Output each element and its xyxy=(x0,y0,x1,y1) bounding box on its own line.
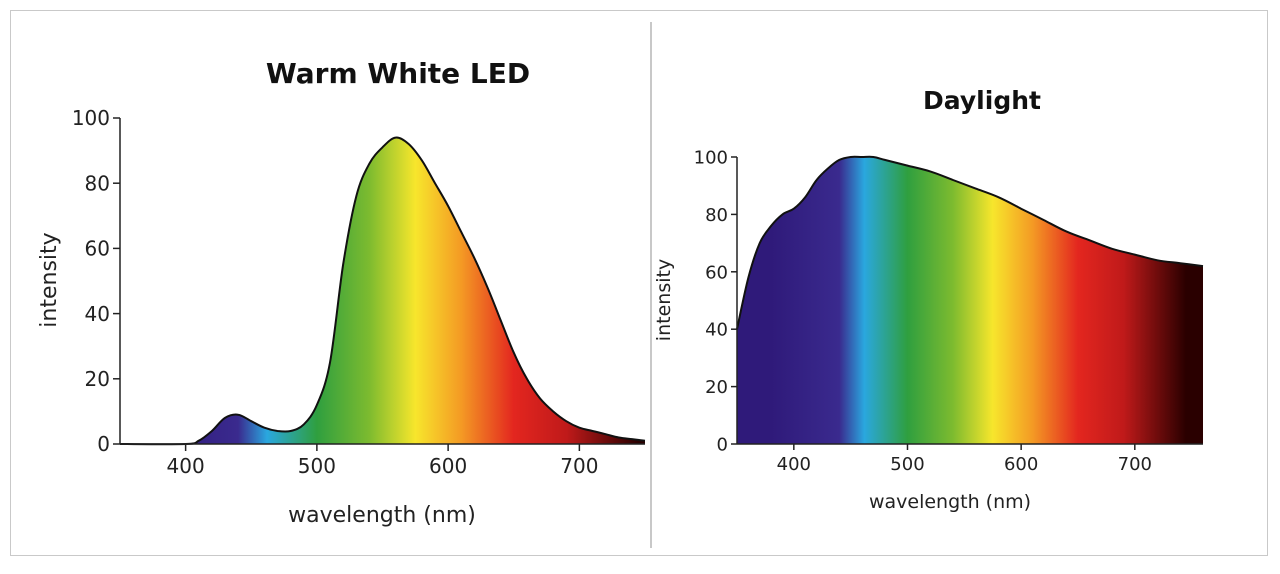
spectrum-area xyxy=(120,137,645,445)
y-tick-label: 100 xyxy=(72,106,110,130)
y-tick-label: 100 xyxy=(694,147,728,168)
y-tick-label: 80 xyxy=(85,171,110,195)
x-tick-label: 500 xyxy=(890,454,924,475)
y-tick-label: 20 xyxy=(85,367,110,391)
y-tick-label: 80 xyxy=(705,205,728,226)
x-tick-label: 400 xyxy=(167,454,205,478)
x-tick-label: 600 xyxy=(429,454,467,478)
x-tick-label: 600 xyxy=(1004,454,1038,475)
y-axis-label: intensity xyxy=(653,259,675,341)
chart-daylight: Daylight wavelength (nm) intensity 0 20 40… xyxy=(653,86,1204,513)
x-axis-label: wavelength (nm) xyxy=(288,503,476,528)
y-axis-label: intensity xyxy=(37,232,62,327)
spectrum-line xyxy=(119,136,646,446)
y-tick-label: 60 xyxy=(85,237,110,261)
x-tick-label: 700 xyxy=(1118,454,1152,475)
x-axis-label: wavelength (nm) xyxy=(869,491,1031,513)
y-tick-label: 0 xyxy=(97,432,110,456)
figure-frame xyxy=(10,10,1268,556)
spectrum-area xyxy=(737,156,1203,444)
x-tick-label: 400 xyxy=(777,454,811,475)
chart-title: Daylight xyxy=(923,86,1041,115)
y-tick-label: 20 xyxy=(705,377,728,398)
x-tick-label: 500 xyxy=(298,454,336,478)
y-tick-label: 40 xyxy=(85,302,110,326)
y-tick-label: 60 xyxy=(705,262,728,283)
y-tick-label: 0 xyxy=(717,434,728,455)
chart-warm-white-led: Warm White LED wavelength (nm) intensity… xyxy=(37,57,646,528)
y-tick-label: 40 xyxy=(705,320,728,341)
spectrum-line xyxy=(736,155,1204,330)
x-tick-label: 700 xyxy=(560,454,598,478)
chart-title: Warm White LED xyxy=(266,57,530,90)
